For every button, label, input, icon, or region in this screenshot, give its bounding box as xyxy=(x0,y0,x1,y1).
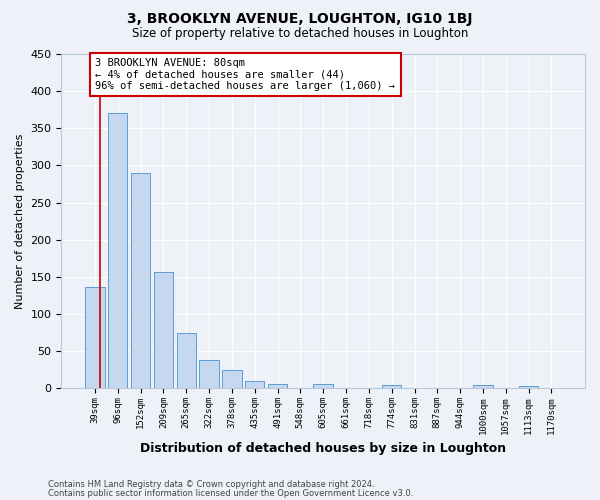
Bar xyxy=(268,384,287,388)
Bar xyxy=(131,173,150,388)
Bar xyxy=(108,114,127,388)
Text: 3, BROOKLYN AVENUE, LOUGHTON, IG10 1BJ: 3, BROOKLYN AVENUE, LOUGHTON, IG10 1BJ xyxy=(127,12,473,26)
Text: Size of property relative to detached houses in Loughton: Size of property relative to detached ho… xyxy=(132,28,468,40)
Bar xyxy=(245,381,265,388)
Bar xyxy=(473,386,493,388)
X-axis label: Distribution of detached houses by size in Loughton: Distribution of detached houses by size … xyxy=(140,442,506,455)
Bar xyxy=(176,332,196,388)
Bar xyxy=(199,360,219,388)
Text: Contains HM Land Registry data © Crown copyright and database right 2024.: Contains HM Land Registry data © Crown c… xyxy=(48,480,374,489)
Bar xyxy=(222,370,242,388)
Bar xyxy=(85,286,104,388)
Text: 3 BROOKLYN AVENUE: 80sqm
← 4% of detached houses are smaller (44)
96% of semi-de: 3 BROOKLYN AVENUE: 80sqm ← 4% of detache… xyxy=(95,58,395,91)
Bar xyxy=(313,384,333,388)
Text: Contains public sector information licensed under the Open Government Licence v3: Contains public sector information licen… xyxy=(48,490,413,498)
Bar xyxy=(154,272,173,388)
Y-axis label: Number of detached properties: Number of detached properties xyxy=(15,134,25,309)
Bar xyxy=(519,386,538,388)
Bar xyxy=(382,384,401,388)
